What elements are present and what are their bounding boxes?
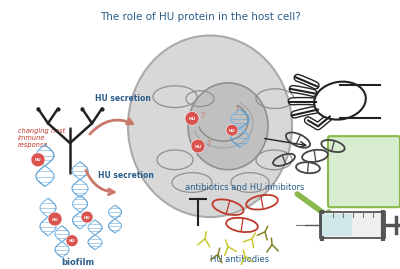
Polygon shape [340, 85, 380, 118]
Circle shape [81, 211, 93, 223]
Text: biofilm: biofilm [62, 259, 94, 267]
Text: HU: HU [229, 129, 235, 133]
Ellipse shape [188, 83, 268, 170]
FancyBboxPatch shape [328, 136, 400, 207]
Circle shape [191, 139, 205, 153]
Text: ?: ? [234, 106, 238, 115]
Circle shape [31, 153, 45, 167]
Text: HU: HU [35, 158, 41, 162]
Text: antibiotics and HU inhibitors: antibiotics and HU inhibitors [185, 183, 305, 192]
Text: HU: HU [69, 239, 75, 243]
Text: HU antibodies: HU antibodies [210, 255, 270, 264]
Text: ?: ? [206, 140, 210, 148]
Ellipse shape [128, 36, 292, 217]
Circle shape [48, 212, 62, 226]
Text: ?: ? [200, 112, 204, 121]
Text: HU: HU [52, 218, 58, 221]
Text: HU: HU [84, 215, 90, 220]
Text: HU: HU [188, 117, 196, 121]
Text: changing host
immune
response: changing host immune response [18, 128, 65, 148]
Text: The role of HU protein in the host cell?: The role of HU protein in the host cell? [100, 12, 300, 22]
Text: HU secretion: HU secretion [98, 171, 154, 180]
FancyBboxPatch shape [320, 212, 385, 238]
Text: HU: HU [194, 144, 202, 148]
Circle shape [226, 124, 238, 136]
Circle shape [66, 235, 78, 247]
Ellipse shape [314, 82, 366, 120]
Circle shape [185, 111, 199, 125]
Text: vaccine and
prophylactic
treatment
development: vaccine and prophylactic treatment devel… [339, 148, 389, 195]
Text: HU secretion: HU secretion [95, 94, 151, 103]
FancyBboxPatch shape [322, 214, 352, 236]
